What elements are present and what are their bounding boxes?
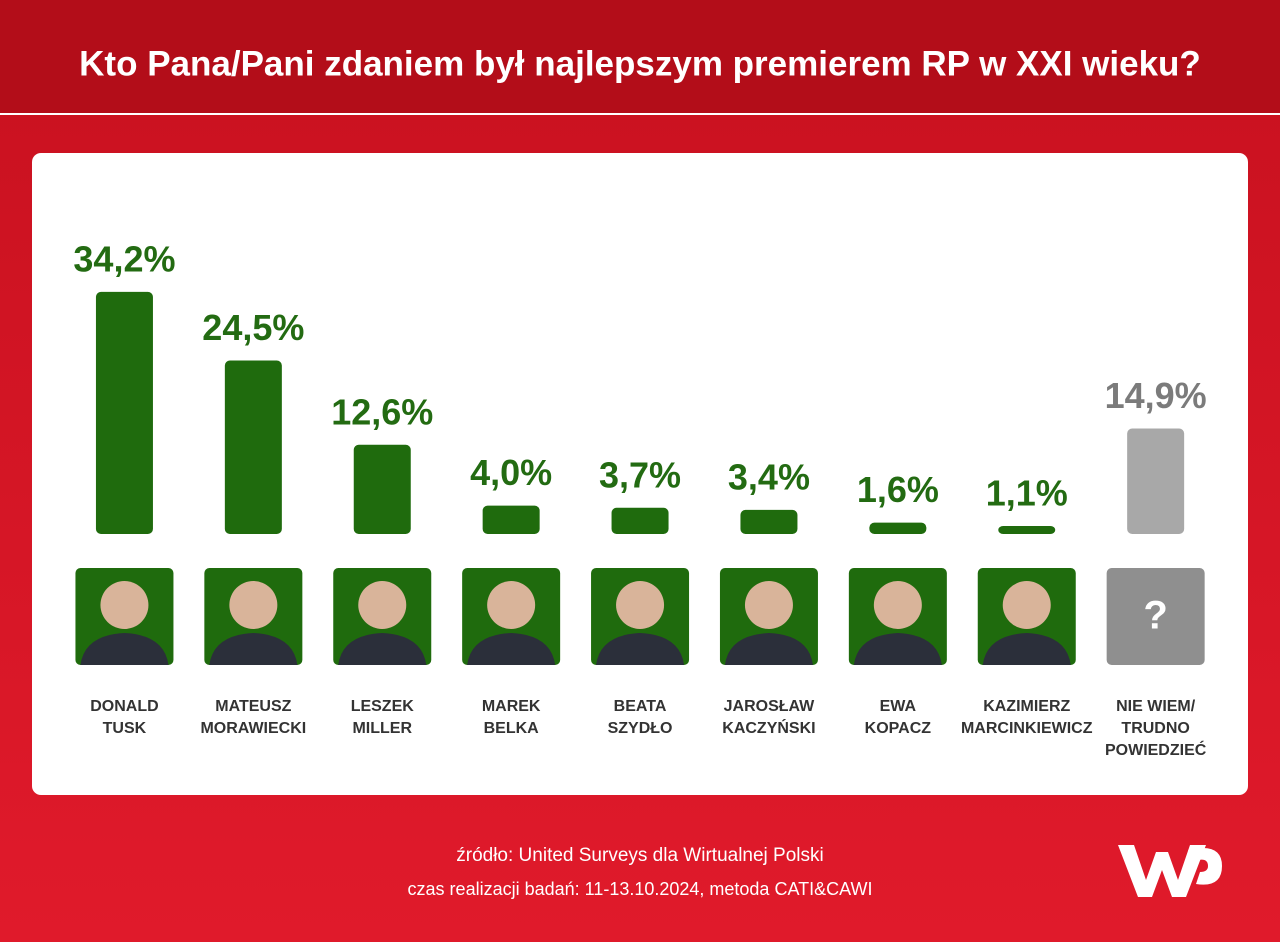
- photo-body: [209, 633, 298, 665]
- category-label: JAROSŁAW KACZYŃSKI: [722, 698, 815, 737]
- photo-body: [467, 633, 556, 665]
- header-rule: [0, 113, 1280, 115]
- value-label: 1,1%: [986, 473, 1068, 514]
- photo-body: [80, 633, 169, 665]
- photo-body: [982, 633, 1071, 665]
- value-label: 12,6%: [331, 391, 433, 432]
- bar: [869, 522, 927, 534]
- value-label: 3,7%: [599, 454, 681, 495]
- value-label: 4,0%: [470, 452, 552, 493]
- photo-head: [358, 581, 407, 629]
- bar: [353, 444, 411, 534]
- chart-title: Kto Pana/Pani zdaniem był najlepszym pre…: [79, 44, 1201, 83]
- bar: [224, 360, 282, 534]
- bar: [611, 507, 669, 534]
- photo: [1106, 568, 1205, 665]
- value-label: 14,9%: [1105, 375, 1207, 416]
- category-label: NIE WIEM/TRUDNO POWIEDZIEĆ: [1105, 698, 1207, 759]
- photo-head: [616, 581, 665, 629]
- category-label: MAREK BELKA: [482, 698, 541, 737]
- photo-body: [596, 633, 685, 665]
- bar: [482, 505, 540, 534]
- photo-head: [487, 581, 536, 629]
- category-label: DONALD TUSK: [90, 698, 158, 737]
- value-label: 1,6%: [857, 469, 939, 510]
- value-label: 24,5%: [202, 307, 304, 348]
- bar: [998, 526, 1056, 534]
- value-label: 3,4%: [728, 456, 810, 497]
- bar: [95, 291, 153, 534]
- photo-body: [338, 633, 427, 665]
- placeholder-icon: ?: [1143, 594, 1167, 638]
- photo-head: [100, 581, 149, 629]
- category-label: LESZEK MILLER: [351, 698, 415, 737]
- photo-body: [724, 633, 813, 665]
- header-band: [0, 0, 1280, 113]
- source: źródło: United Surveys dla Wirtualnej Po…: [456, 845, 824, 866]
- category-label: BEATA SZYDŁO: [608, 698, 673, 737]
- photo-head: [1002, 581, 1051, 629]
- category-label: KAZIMIERZ MARCINKIEWICZ: [961, 698, 1093, 737]
- photo-head: [229, 581, 278, 629]
- category-label: MATEUSZ MORAWIECKI: [200, 698, 306, 737]
- photo-body: [853, 633, 942, 665]
- value-label: 34,2%: [73, 238, 175, 279]
- bar: [740, 509, 798, 534]
- category-label: EWA KOPACZ: [865, 698, 932, 737]
- photo-head: [873, 581, 922, 629]
- photo-head: [744, 581, 793, 629]
- bar: [1127, 428, 1185, 534]
- logo: [1118, 845, 1222, 897]
- note: czas realizacji badań: 11-13.10.2024, me…: [408, 879, 873, 899]
